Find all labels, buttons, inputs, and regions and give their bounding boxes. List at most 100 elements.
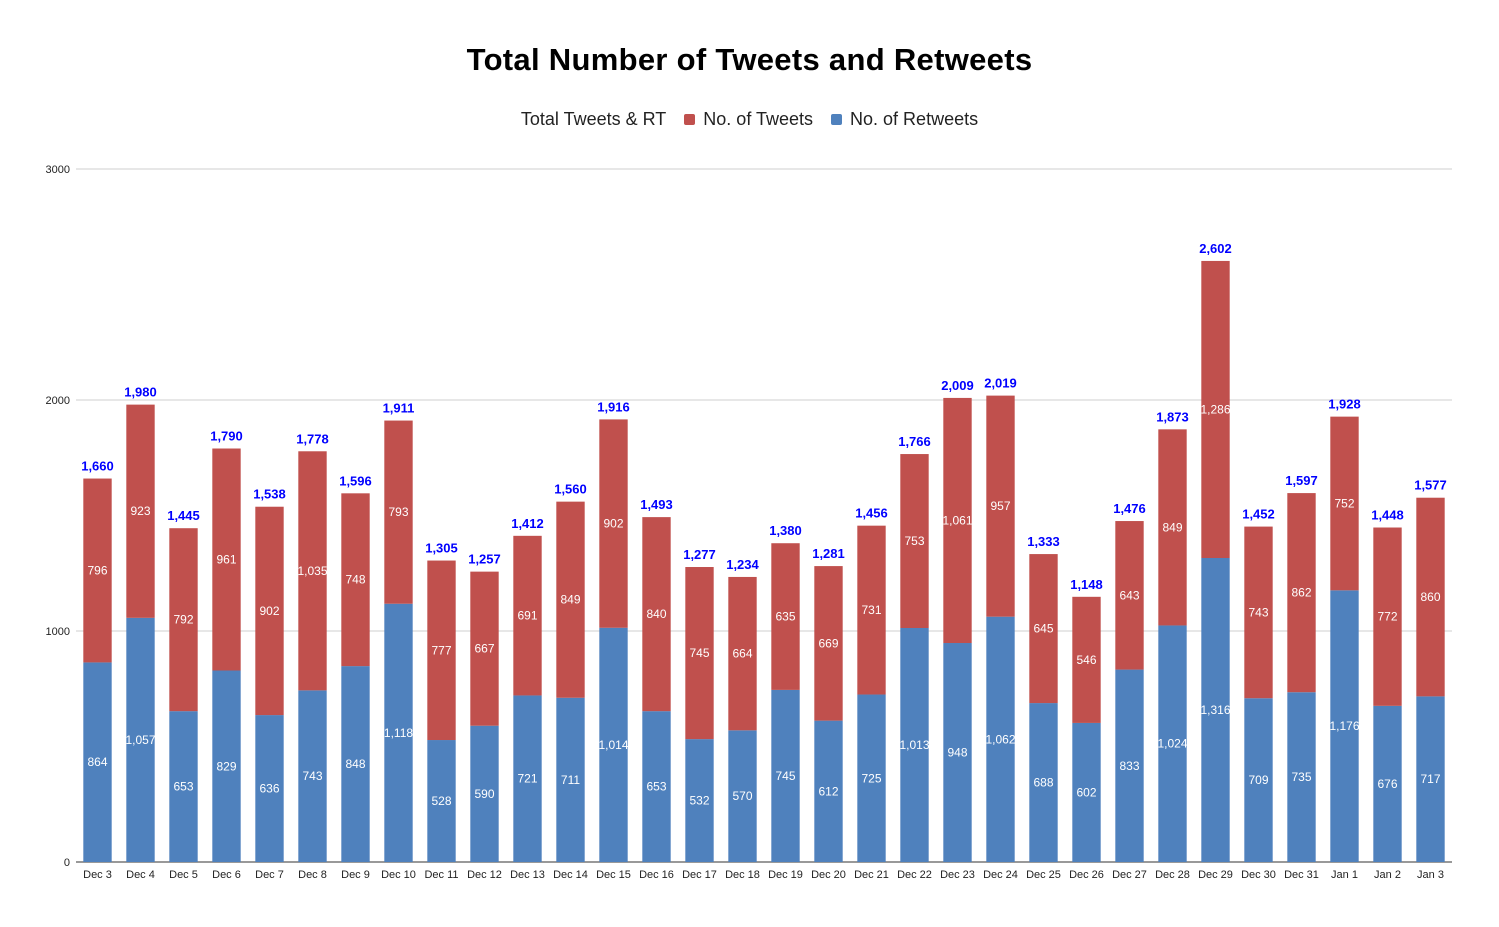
bar-retweets bbox=[599, 627, 628, 862]
data-label-tweets: 748 bbox=[345, 573, 365, 587]
bar-retweets bbox=[1201, 558, 1230, 862]
bar-retweets bbox=[1244, 698, 1273, 862]
y-tick-label: 0 bbox=[64, 857, 70, 869]
data-label-tweets: 792 bbox=[173, 613, 193, 627]
data-label-tweets: 860 bbox=[1420, 590, 1440, 604]
bar-retweets bbox=[685, 739, 714, 862]
data-label-retweets: 688 bbox=[1033, 776, 1053, 790]
bar-tweets bbox=[1244, 526, 1273, 699]
x-tick-label: Dec 4 bbox=[126, 869, 155, 881]
data-label-total: 1,493 bbox=[640, 497, 673, 512]
y-tick-label: 2000 bbox=[46, 395, 70, 407]
bar-retweets bbox=[1287, 692, 1316, 862]
data-label-total: 2,009 bbox=[941, 378, 974, 393]
x-tick-label: Dec 13 bbox=[510, 869, 545, 881]
bar-retweets bbox=[513, 695, 542, 862]
x-tick-label: Dec 19 bbox=[768, 869, 803, 881]
data-label-retweets: 711 bbox=[561, 773, 580, 787]
chart-title: Total Number of Tweets and Retweets bbox=[466, 42, 1033, 77]
data-label-retweets: 864 bbox=[87, 755, 107, 769]
bar-tweets bbox=[1115, 521, 1144, 670]
bar-tweets bbox=[1072, 596, 1101, 723]
data-label-tweets: 793 bbox=[388, 505, 408, 519]
data-label-retweets: 721 bbox=[517, 772, 537, 786]
data-label-tweets: 923 bbox=[130, 504, 150, 518]
bar-tweets bbox=[1330, 416, 1359, 591]
data-label-tweets: 745 bbox=[689, 646, 709, 660]
bar-tweets bbox=[384, 420, 413, 604]
data-label-total: 1,916 bbox=[597, 399, 630, 414]
data-label-tweets: 1,286 bbox=[1200, 402, 1230, 416]
bar-tweets bbox=[986, 395, 1015, 617]
data-label-retweets: 743 bbox=[302, 769, 322, 783]
data-label-total: 1,305 bbox=[425, 541, 458, 556]
data-label-tweets: 849 bbox=[1162, 520, 1182, 534]
bar-retweets bbox=[169, 711, 198, 862]
bar-tweets bbox=[83, 478, 112, 663]
x-tick-label: Dec 3 bbox=[83, 869, 112, 881]
data-label-tweets: 645 bbox=[1033, 622, 1053, 636]
data-label-tweets: 752 bbox=[1334, 496, 1354, 510]
x-tick-label: Dec 6 bbox=[212, 869, 241, 881]
data-label-retweets: 1,057 bbox=[125, 733, 155, 747]
data-label-tweets: 961 bbox=[216, 553, 236, 567]
x-tick-label: Dec 25 bbox=[1026, 869, 1061, 881]
bar-retweets bbox=[728, 730, 757, 862]
x-tick-label: Dec 30 bbox=[1241, 869, 1276, 881]
data-label-total: 1,452 bbox=[1242, 507, 1275, 522]
data-label-total: 1,928 bbox=[1328, 397, 1361, 412]
x-tick-label: Dec 8 bbox=[298, 869, 327, 881]
bar-retweets bbox=[1115, 669, 1144, 862]
data-label-total: 1,456 bbox=[855, 506, 888, 521]
data-label-total: 1,980 bbox=[124, 385, 157, 400]
data-label-total: 1,560 bbox=[554, 482, 587, 497]
data-label-retweets: 745 bbox=[775, 769, 795, 783]
data-label-retweets: 948 bbox=[947, 746, 967, 760]
bar-tweets bbox=[857, 525, 886, 695]
bar-retweets bbox=[1373, 705, 1402, 862]
x-tick-label: Dec 24 bbox=[983, 869, 1018, 881]
data-label-total: 1,596 bbox=[339, 473, 372, 488]
data-label-total: 2,602 bbox=[1199, 241, 1232, 256]
data-label-total: 1,538 bbox=[253, 487, 286, 502]
data-label-retweets: 1,176 bbox=[1329, 719, 1359, 733]
bar-retweets bbox=[126, 617, 155, 862]
x-tick-label: Dec 16 bbox=[639, 869, 674, 881]
legend-label-total: Total Tweets & RT bbox=[520, 109, 667, 129]
data-label-retweets: 1,014 bbox=[598, 738, 628, 752]
data-label-retweets: 735 bbox=[1291, 770, 1311, 784]
bar-tweets bbox=[169, 528, 198, 712]
data-label-retweets: 717 bbox=[1420, 772, 1440, 786]
bar-tweets bbox=[212, 448, 241, 671]
bar-tweets bbox=[685, 567, 714, 740]
bar-retweets bbox=[298, 690, 327, 862]
x-tick-label: Dec 5 bbox=[169, 869, 198, 881]
data-label-total: 1,766 bbox=[898, 434, 931, 449]
data-label-total: 1,148 bbox=[1070, 577, 1103, 592]
data-label-tweets: 643 bbox=[1119, 588, 1139, 602]
bar-retweets bbox=[943, 643, 972, 862]
bar-tweets bbox=[728, 576, 757, 731]
x-tick-label: Dec 27 bbox=[1112, 869, 1147, 881]
bar-tweets bbox=[599, 419, 628, 628]
bar-retweets bbox=[384, 603, 413, 862]
bar-retweets bbox=[1330, 590, 1359, 862]
data-label-total: 1,911 bbox=[383, 401, 415, 416]
bar-tweets bbox=[900, 454, 929, 628]
data-label-tweets: 840 bbox=[646, 607, 666, 621]
chart-legend: Total Tweets & RT No. of Tweets No. of R… bbox=[0, 109, 1499, 130]
data-label-tweets: 902 bbox=[259, 604, 279, 618]
data-label-total: 1,577 bbox=[1414, 478, 1447, 493]
data-label-tweets: 957 bbox=[990, 499, 1010, 513]
data-label-total: 2,019 bbox=[984, 376, 1017, 391]
data-label-retweets: 829 bbox=[216, 759, 236, 773]
data-label-total: 1,873 bbox=[1156, 409, 1189, 424]
data-label-total: 1,445 bbox=[167, 508, 200, 523]
data-label-retweets: 590 bbox=[474, 787, 494, 801]
bar-tweets bbox=[771, 543, 800, 690]
legend-label-retweets: No. of Retweets bbox=[850, 109, 979, 129]
legend-label-tweets: No. of Tweets bbox=[703, 109, 814, 129]
data-label-tweets: 664 bbox=[732, 647, 752, 661]
data-label-retweets: 676 bbox=[1377, 777, 1397, 791]
